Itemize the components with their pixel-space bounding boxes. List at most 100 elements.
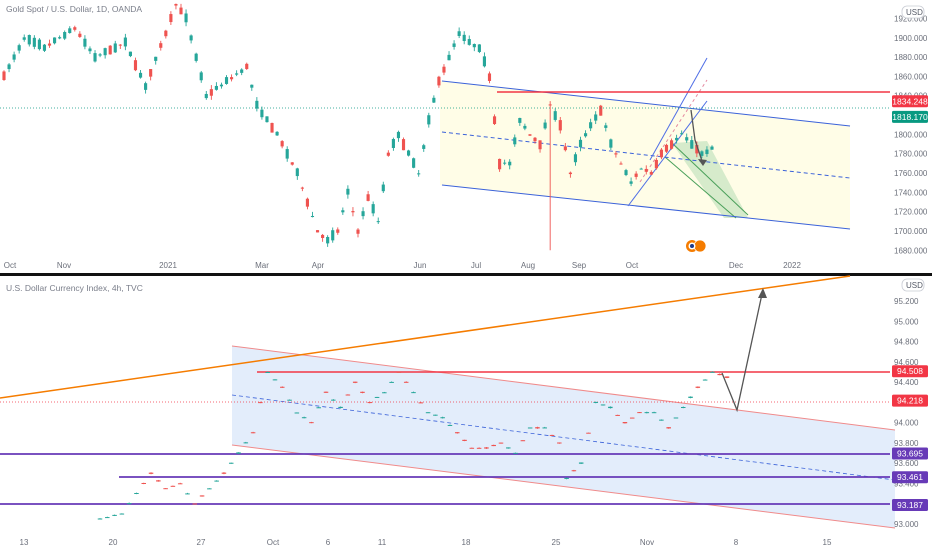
candle	[563, 143, 567, 152]
candle-body	[255, 100, 259, 109]
candle	[199, 70, 203, 83]
candle-body	[199, 495, 205, 497]
candle-body	[467, 39, 471, 45]
candle	[680, 406, 686, 409]
candle	[149, 69, 153, 81]
candle-body	[310, 215, 315, 218]
candle	[321, 233, 325, 242]
dxy-currency-badge[interactable]	[901, 278, 925, 292]
candle	[240, 68, 244, 76]
candle-body	[543, 122, 547, 129]
candle-body	[535, 427, 540, 429]
candle	[462, 439, 467, 442]
candle	[440, 416, 445, 419]
price-badge-support: 93.461	[892, 471, 928, 484]
dxy-candles	[97, 371, 730, 520]
price-badge-label: 93.187	[897, 500, 923, 510]
candle	[7, 63, 11, 73]
candle-body	[482, 56, 486, 67]
candle	[265, 116, 269, 123]
candle	[401, 137, 406, 151]
x-tick-label: Sep	[572, 261, 587, 270]
candle	[170, 485, 176, 487]
candle	[290, 162, 294, 166]
candle-body	[462, 34, 466, 42]
candle-body	[93, 53, 97, 62]
candle	[112, 514, 117, 517]
gold-candles	[2, 3, 714, 251]
candle	[578, 136, 583, 152]
candle-body	[309, 422, 314, 424]
candle-body	[619, 163, 623, 165]
candle	[93, 50, 97, 63]
candle-body	[498, 158, 502, 170]
dxy-time-axis: 13 20 27 Oct 6 11 18 25 Nov 8 15	[20, 538, 832, 547]
candle	[189, 34, 193, 44]
candle-body	[236, 452, 241, 454]
candle-body	[568, 172, 572, 175]
candle-body	[710, 146, 714, 150]
candle	[47, 39, 52, 48]
candle	[513, 134, 517, 147]
candle	[345, 394, 351, 396]
x-tick-label: 11	[378, 538, 387, 547]
candle	[371, 201, 375, 217]
price-badge-label: 1834.248	[892, 96, 928, 106]
candle	[553, 108, 557, 122]
candle	[119, 513, 125, 515]
candle	[702, 379, 708, 381]
candle-body	[32, 37, 36, 47]
candle	[360, 391, 365, 394]
candle-body	[123, 37, 127, 47]
price-badge-bg	[892, 498, 928, 511]
panel-separator[interactable]	[0, 273, 932, 276]
candle-body	[584, 133, 588, 137]
price-badge-bg	[892, 447, 928, 460]
candle-body	[275, 131, 279, 136]
candle-body	[527, 427, 533, 429]
candle-body	[615, 414, 620, 416]
candle-body	[608, 406, 613, 409]
dxy-chart-panel[interactable]: 93.00093.20093.40093.60093.80094.00094.2…	[0, 275, 932, 550]
candle-body	[680, 133, 684, 135]
candle	[260, 106, 264, 120]
candle	[32, 35, 36, 50]
candle-body	[194, 53, 198, 61]
y-tick-label: 1860.000	[894, 72, 928, 81]
candle	[412, 157, 416, 169]
candle-body	[219, 84, 224, 87]
candle	[604, 122, 608, 132]
candle-body	[644, 168, 648, 172]
candle	[367, 401, 373, 404]
candle	[422, 143, 426, 152]
candle-body	[221, 472, 227, 474]
dxy-projection-arrowhead	[758, 288, 767, 298]
candle	[361, 207, 365, 220]
x-tick-label: Oct	[626, 261, 639, 270]
gold-news-flag-icon[interactable]	[686, 239, 707, 253]
candle-body	[7, 64, 11, 70]
candle	[323, 391, 329, 393]
candle	[447, 424, 453, 426]
candle	[230, 74, 234, 82]
gold-pitchfork-mid	[639, 79, 708, 183]
candle-body	[571, 470, 577, 472]
gold-chart-panel[interactable]: 1680.000 1700.000 1720.000 1740.000 1760.000…	[0, 0, 932, 272]
candle-body	[164, 30, 168, 37]
candle	[73, 25, 77, 32]
candle-body	[88, 48, 92, 52]
candle	[258, 401, 263, 404]
gold-currency-badge[interactable]	[901, 5, 925, 19]
y-tick-label: 1800.000	[894, 130, 928, 139]
candle-body	[83, 38, 87, 47]
candle	[600, 404, 606, 406]
candle	[159, 40, 163, 51]
candle-body	[651, 412, 657, 414]
candle	[452, 40, 456, 50]
candle-body	[403, 381, 409, 383]
candle-body	[600, 404, 606, 406]
candle	[272, 379, 278, 381]
candle-body	[476, 447, 482, 449]
y-tick-label: 95.000	[894, 317, 919, 326]
x-tick-label: Jun	[414, 261, 427, 270]
